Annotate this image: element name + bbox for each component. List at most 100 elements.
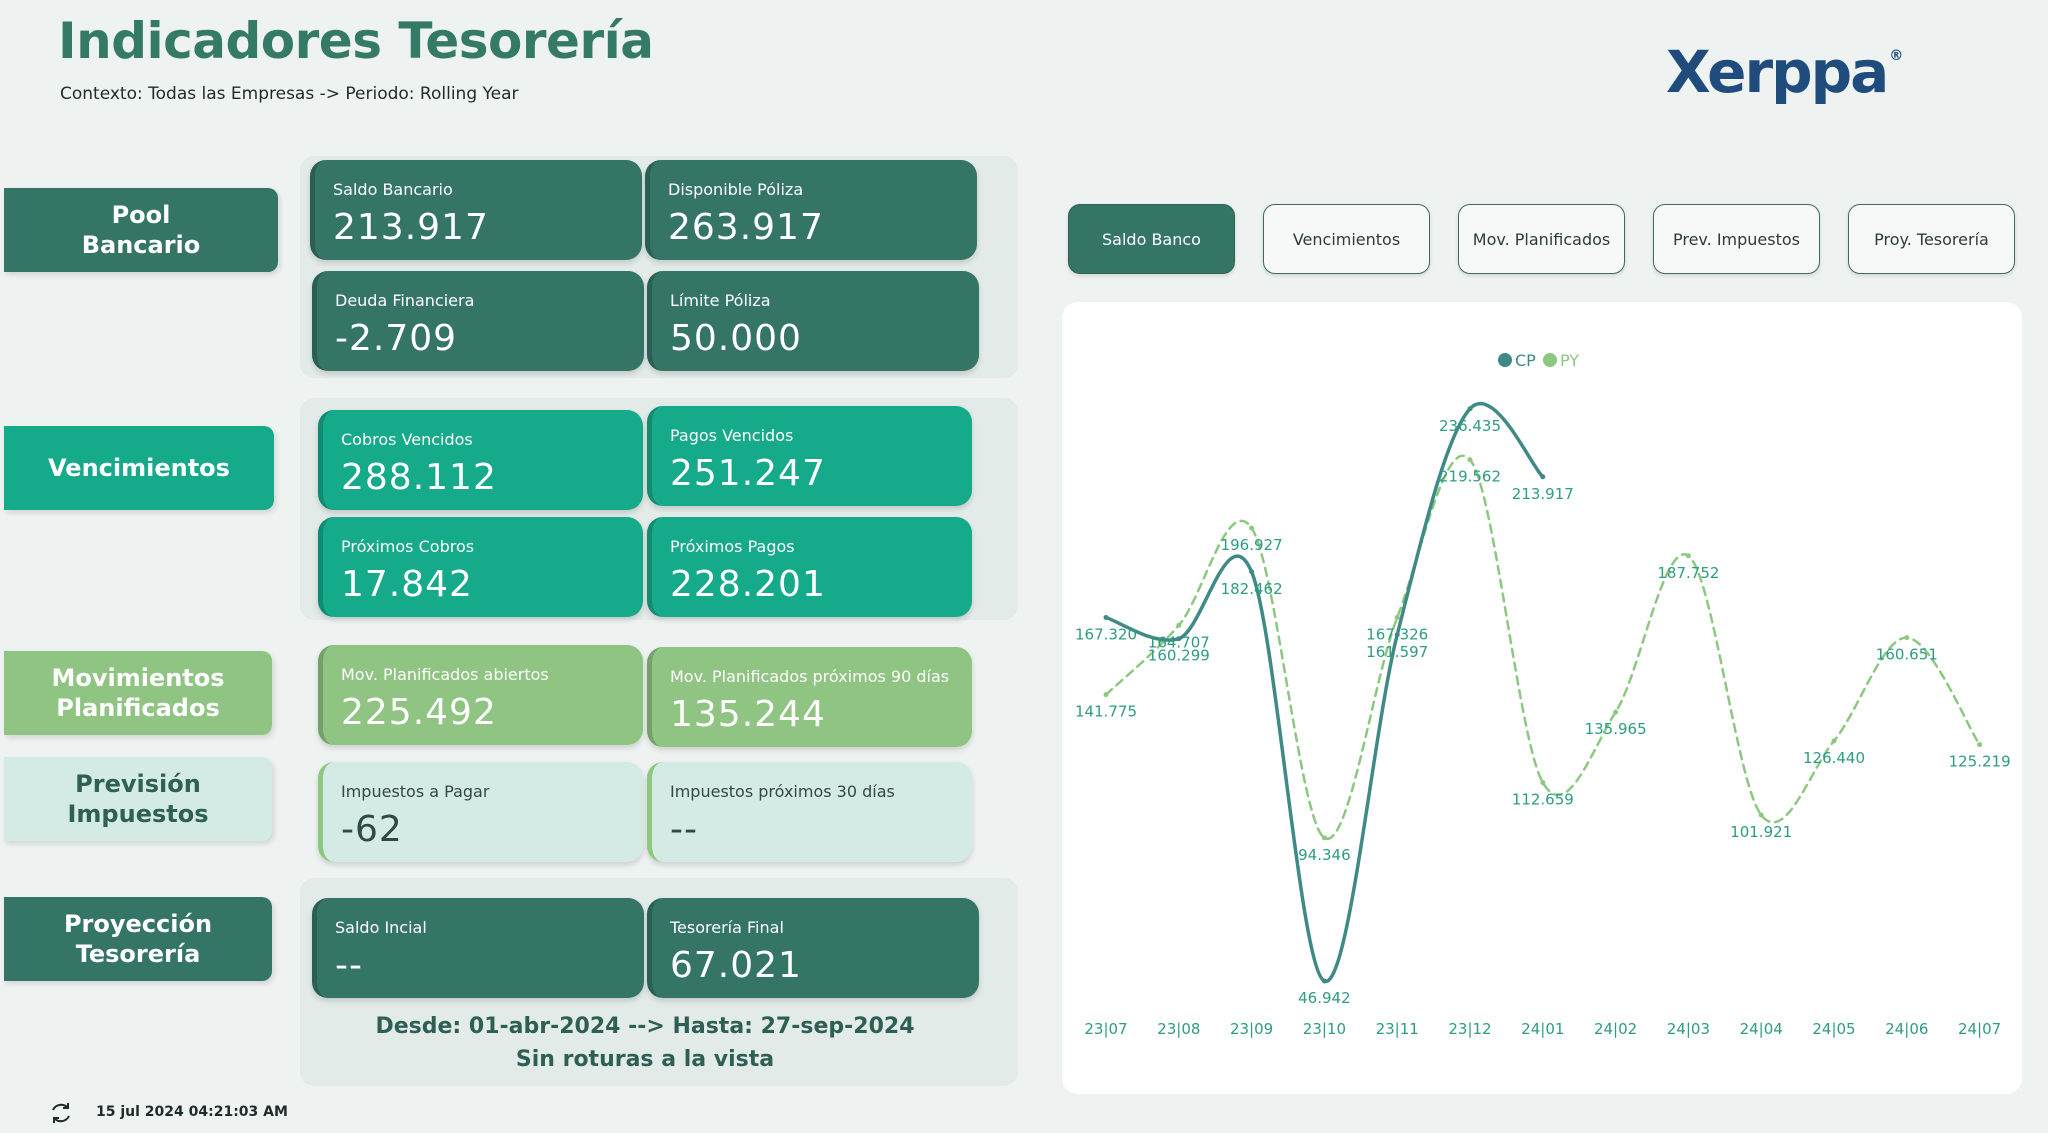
data-label-py: 101.921	[1730, 823, 1792, 841]
x-tick-label: 24|03	[1667, 1020, 1710, 1038]
tab-saldo-banco[interactable]: Saldo Banco	[1068, 204, 1235, 274]
section-label-movimientos-planificados: Movimientos Planificados	[4, 651, 272, 735]
card-label: Próximos Pagos	[670, 537, 795, 556]
last-refresh-timestamp: 15 jul 2024 04:21:03 AM	[96, 1104, 288, 1120]
card-label: Impuestos a Pagar	[341, 782, 490, 801]
tab-mov-planificados[interactable]: Mov. Planificados	[1458, 204, 1625, 274]
data-point-py[interactable]	[1394, 614, 1400, 620]
data-point-py[interactable]	[1176, 622, 1182, 628]
x-tick-label: 23|07	[1084, 1020, 1127, 1038]
page-title: Indicadores Tesorería	[58, 12, 654, 70]
card-label: Límite Póliza	[670, 291, 771, 310]
logo-text: Xerppa	[1666, 38, 1889, 106]
data-point-py[interactable]	[1467, 457, 1473, 463]
card-label: Saldo Incial	[335, 918, 427, 937]
x-tick-label: 24|06	[1885, 1020, 1928, 1038]
data-point-py[interactable]	[1321, 835, 1327, 841]
data-label-cp: 46.942	[1298, 989, 1351, 1007]
card-value: -2.709	[335, 318, 458, 359]
projection-status: Sin roturas a la vista	[515, 1047, 775, 1072]
card-saldo-inicial[interactable]: Saldo Incial --	[312, 898, 644, 998]
section-label-proyeccion-tesoreria: Proyección Tesorería	[4, 897, 272, 981]
x-tick-label: 23|09	[1230, 1020, 1273, 1038]
x-tick-label: 24|02	[1594, 1020, 1637, 1038]
refresh-icon[interactable]	[48, 1100, 74, 1126]
card-impuestos-a-pagar[interactable]: Impuestos a Pagar -62	[318, 762, 643, 862]
data-point-cp[interactable]	[1321, 978, 1327, 984]
tab-proy-tesoreria[interactable]: Proy. Tesorería	[1848, 204, 2015, 274]
card-value: 17.842	[341, 564, 473, 605]
card-limite-poliza[interactable]: Límite Póliza 50.000	[647, 271, 979, 371]
tab-vencimientos[interactable]: Vencimientos	[1263, 204, 1430, 274]
data-label-cp: 182.462	[1221, 580, 1283, 598]
series-line-cp	[1104, 402, 1545, 983]
card-label: Tesorería Final	[670, 918, 784, 937]
data-label-py: 167.326	[1366, 625, 1428, 643]
data-point-py[interactable]	[1249, 525, 1255, 531]
card-pagos-vencidos[interactable]: Pagos Vencidos 251.247	[647, 406, 972, 506]
data-label-cp: 167.320	[1075, 625, 1137, 643]
data-point-py[interactable]	[1904, 635, 1910, 641]
card-impuestos-30-dias[interactable]: Impuestos próximos 30 días --	[647, 762, 972, 862]
card-label: Saldo Bancario	[333, 180, 453, 199]
data-label-py: 94.346	[1298, 846, 1351, 864]
card-saldo-bancario[interactable]: Saldo Bancario 213.917	[310, 160, 642, 260]
card-label: Cobros Vencidos	[341, 430, 473, 449]
section-label-prevision-impuestos: Previsión Impuestos	[4, 757, 272, 841]
card-label: Deuda Financiera	[335, 291, 475, 310]
card-cobros-vencidos[interactable]: Cobros Vencidos 288.112	[318, 410, 643, 510]
card-proximos-pagos[interactable]: Próximos Pagos 228.201	[647, 517, 972, 617]
data-label-py: 141.775	[1075, 703, 1137, 721]
context-subtitle: Contexto: Todas las Empresas -> Periodo:…	[60, 84, 519, 104]
card-value: --	[670, 809, 698, 850]
section-label-pool-bancario: Pool Bancario	[4, 188, 278, 272]
data-point-py[interactable]	[1540, 780, 1546, 786]
data-label-py: 135.965	[1585, 720, 1647, 738]
tab-prev-impuestos[interactable]: Prev. Impuestos	[1653, 204, 1820, 274]
data-point-cp[interactable]	[1249, 569, 1255, 575]
legend-py-marker	[1543, 353, 1557, 367]
card-value: -62	[341, 809, 403, 850]
data-label-cp: 160.299	[1148, 647, 1210, 665]
card-value: 228.201	[670, 564, 826, 605]
card-value: 225.492	[341, 692, 497, 733]
chart-legend: CP PY	[1498, 351, 1579, 370]
data-point-cp[interactable]	[1540, 474, 1546, 480]
card-value: 135.244	[670, 694, 826, 735]
data-point-py[interactable]	[1831, 738, 1837, 744]
data-point-py[interactable]	[1758, 812, 1764, 818]
data-point-py[interactable]	[1103, 692, 1109, 698]
card-proximos-cobros[interactable]: Próximos Cobros 17.842	[318, 517, 643, 617]
card-deuda-financiera[interactable]: Deuda Financiera -2.709	[312, 271, 644, 371]
data-point-cp[interactable]	[1394, 632, 1400, 638]
data-point-py[interactable]	[1977, 742, 1983, 748]
x-tick-label: 24|01	[1521, 1020, 1564, 1038]
legend-cp-label: CP	[1515, 351, 1536, 370]
series-line-py	[1104, 454, 1981, 840]
data-label-py: 160.651	[1876, 646, 1938, 664]
xerppa-logo: Xerppa ®	[1666, 38, 1903, 106]
card-disponible-poliza[interactable]: Disponible Póliza 263.917	[645, 160, 977, 260]
data-point-cp[interactable]	[1176, 636, 1182, 642]
data-point-py[interactable]	[1685, 553, 1691, 559]
legend-cp-marker	[1498, 353, 1512, 367]
card-value: 263.917	[668, 207, 824, 248]
x-tick-label: 23|12	[1448, 1020, 1491, 1038]
card-label: Pagos Vencidos	[670, 426, 794, 445]
card-mov-planificados-90-dias[interactable]: Mov. Planificados próximos 90 días 135.2…	[647, 647, 972, 747]
data-label-cp: 213.917	[1512, 485, 1574, 503]
card-mov-planificados-abiertos[interactable]: Mov. Planificados abiertos 225.492	[318, 645, 643, 745]
x-tick-label: 23|11	[1376, 1020, 1419, 1038]
card-tesoreria-final[interactable]: Tesorería Final 67.021	[647, 898, 979, 998]
card-value: 50.000	[670, 318, 802, 359]
projection-range: Desde: 01-abr-2024 --> Hasta: 27-sep-202…	[310, 1010, 980, 1076]
data-point-cp[interactable]	[1103, 614, 1109, 620]
data-point-cp[interactable]	[1467, 406, 1473, 412]
saldo-banco-line-chart: CP PY 167.320 160.299 182.462 46.942 161.597…	[1075, 351, 2011, 1038]
x-tick-label: 24|05	[1812, 1020, 1855, 1038]
x-tick-label: 24|07	[1958, 1020, 2001, 1038]
data-label-py: 187.752	[1657, 564, 1719, 582]
chart-card: CP PY 167.320 160.299 182.462 46.942 161.597…	[1062, 302, 2022, 1094]
data-point-py[interactable]	[1613, 709, 1619, 715]
data-label-py: 125.219	[1949, 753, 2011, 771]
